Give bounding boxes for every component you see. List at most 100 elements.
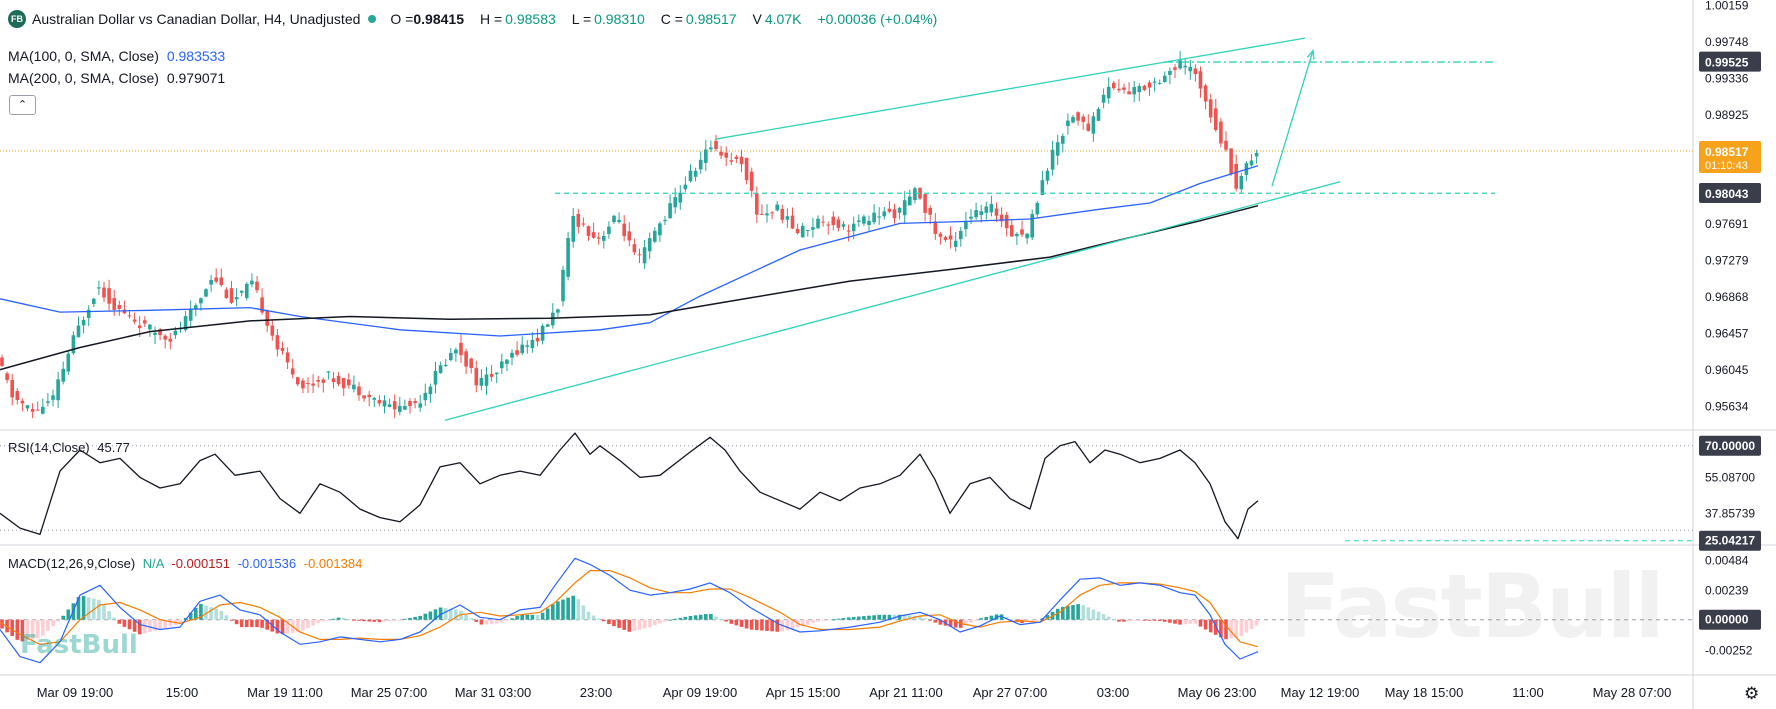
candle-body (97, 287, 101, 289)
candle-body (693, 170, 698, 177)
candle-body (459, 342, 463, 356)
macd-histogram-bar (367, 619, 371, 622)
ma200-legend[interactable]: MA(200, 0, SMA, Close) 0.979071 (8, 70, 225, 86)
candle-body (408, 400, 412, 407)
candle-body (86, 309, 91, 319)
candle-body (760, 213, 764, 215)
macd-histogram-bar (413, 616, 417, 620)
candle-body (607, 226, 611, 234)
candle-body (81, 319, 86, 326)
macd-histogram-bar (199, 604, 203, 620)
candle-body (35, 409, 40, 411)
candle-body (418, 403, 422, 408)
candle-body (137, 325, 142, 329)
candle-body (239, 290, 244, 293)
macd-histogram-bar (484, 619, 489, 625)
macd-na: N/A (142, 556, 164, 571)
price-label-box (1699, 183, 1761, 204)
ma100-line (0, 165, 1259, 337)
macd-histogram-bar (1193, 619, 1198, 624)
candle-body (1137, 86, 1142, 93)
candle-body (438, 365, 443, 374)
macd-histogram-bar (30, 619, 35, 640)
candle-body (1219, 121, 1223, 144)
macd-histogram-bar (591, 615, 596, 620)
macd-histogram-bar (117, 619, 122, 624)
price-tick-label: 0.96868 (1705, 290, 1749, 304)
ma100-legend[interactable]: MA(100, 0, SMA, Close) 0.983533 (8, 48, 225, 64)
macd-histogram-bar (265, 619, 269, 630)
macd-histogram-bar (586, 611, 591, 620)
macd-histogram-bar (341, 617, 346, 620)
macd-histogram-bar (25, 619, 30, 641)
macd-histogram-bar (918, 616, 922, 620)
candle-body (571, 215, 575, 242)
macd-histogram-bar (841, 618, 846, 620)
candle-body (821, 221, 825, 223)
macd-histogram-bar (1010, 619, 1014, 621)
chevron-up-icon: ⌃ (17, 99, 28, 111)
macd-histogram-bar (1091, 609, 1096, 620)
watermark-small: FastBull (20, 630, 138, 660)
macd-histogram-bar (698, 614, 703, 620)
macd-label-box (1699, 609, 1761, 630)
settings-gear-icon[interactable]: ⚙ (1744, 684, 1759, 704)
candle-body (724, 152, 728, 158)
low-readout: L = 0.98310 (571, 11, 645, 27)
macd-histogram-bar (678, 617, 683, 620)
macd-histogram-bar (1244, 619, 1249, 633)
candle-body (326, 371, 331, 373)
candle-body (1254, 152, 1259, 157)
macd-histogram-bar (41, 619, 45, 636)
candle-body (974, 210, 978, 218)
candle-body (1142, 85, 1147, 91)
price-tick-label: 1.00159 (1705, 0, 1749, 12)
macd-histogram-bar (403, 618, 407, 620)
candle-body (1117, 88, 1121, 91)
candle-body (347, 379, 351, 386)
macd-histogram-bar (132, 619, 137, 632)
candle-body (953, 240, 958, 247)
candle-body (367, 394, 371, 398)
time-tick-label: Mar 19 11:00 (247, 685, 323, 700)
candle-body (234, 297, 239, 300)
ma100-label: MA(100, 0, SMA, Close) (8, 48, 159, 64)
macd-histogram-bar (357, 619, 361, 621)
candle-body (443, 364, 448, 367)
candle-body (428, 386, 433, 395)
candle-body (392, 401, 397, 410)
macd-histogram-bar (1137, 619, 1142, 621)
macd-histogram-bar (398, 619, 402, 621)
macd-histogram-bar (158, 619, 162, 630)
candle-body (994, 208, 999, 216)
macd-legend[interactable]: MACD(12,26,9,Close) N/A -0.000151 -0.001… (8, 556, 362, 571)
macd-histogram-bar (311, 619, 315, 626)
macd-histogram-bar (969, 619, 973, 623)
candle-body (612, 215, 616, 223)
change-readout: +0.00036 (+0.04%) (817, 11, 938, 27)
candle-body (1081, 116, 1085, 122)
candle-body (46, 401, 50, 403)
rsi-label-box (1699, 530, 1761, 551)
macd-histogram-bar (1249, 619, 1254, 630)
price-tick-label: 0.96457 (1705, 327, 1749, 341)
symbol-title[interactable]: Australian Dollar vs Canadian Dollar, H4… (32, 11, 361, 27)
candle-body (943, 237, 948, 240)
macd-histogram-bar (571, 595, 575, 620)
macd-histogram-bar (204, 605, 208, 620)
macd-histogram-bar (500, 619, 504, 623)
collapse-legend-button[interactable]: ⌃ (9, 95, 36, 115)
macd-histogram-bar (989, 615, 994, 620)
candle-body (362, 395, 366, 399)
rsi-legend[interactable]: RSI(14,Close) 45.77 (8, 440, 130, 455)
macd-histogram-bar (1208, 619, 1213, 633)
macd-tick-label: 0.00239 (1705, 583, 1749, 597)
macd-histogram-bar (867, 615, 871, 620)
macd-histogram-bar (556, 601, 560, 620)
macd-histogram-bar (86, 597, 91, 620)
macd-histogram-bar (336, 617, 341, 620)
macd-histogram-bar (35, 619, 40, 639)
candle-body (1163, 75, 1167, 82)
candle-body (1101, 94, 1106, 103)
